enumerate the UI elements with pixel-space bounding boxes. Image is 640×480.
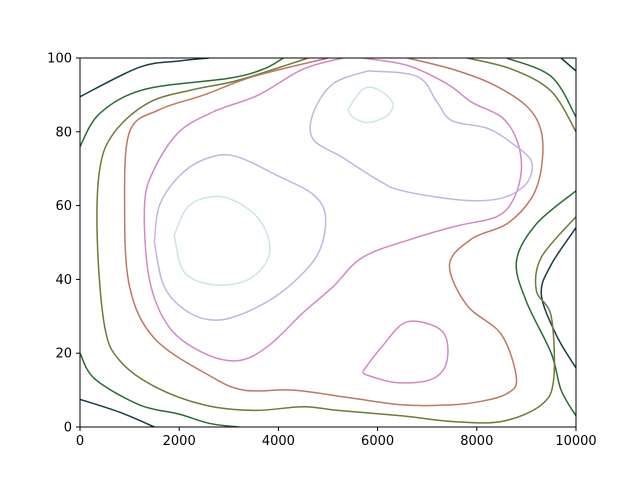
contour-line-level-6-1	[309, 70, 534, 202]
contour-line-level-2-1	[80, 58, 284, 147]
y-tick-label: 80	[55, 125, 72, 140]
contour-line-level-2-4	[515, 190, 576, 417]
contour-line-level-7-1	[173, 195, 271, 286]
x-tick-label: 6000	[361, 434, 394, 449]
contour-line-level-5-2	[362, 320, 449, 384]
y-tick-label: 60	[55, 199, 72, 214]
contour-line-level-5-1	[143, 58, 523, 362]
contour-line-level-7-2	[347, 86, 394, 124]
contour-line-level-3-1	[96, 58, 576, 424]
contour-line-level-2-2	[80, 352, 239, 427]
y-tick-label: 100	[47, 52, 72, 67]
y-tick-label: 40	[55, 273, 72, 288]
contour-line-level-3-2	[466, 58, 576, 133]
contour-line-level-1-4	[540, 227, 576, 369]
plot-area-frame	[79, 57, 577, 428]
x-axis: 0 2000 4000 6000 8000 10000	[76, 427, 597, 449]
contour-line-level-1-1	[80, 58, 210, 98]
x-tick-label: 8000	[460, 434, 493, 449]
x-tick-label: 4000	[262, 434, 295, 449]
contour-line-level-1-3	[560, 58, 576, 72]
y-tick-label: 20	[55, 347, 72, 362]
contour-lines	[80, 58, 576, 427]
x-tick-label: 10000	[555, 434, 596, 449]
x-tick-label: 0	[76, 434, 84, 449]
y-axis: 0 20 40 60 80 100	[47, 52, 80, 436]
contour-line-level-2-3	[506, 58, 576, 118]
x-tick-label: 2000	[163, 434, 196, 449]
y-tick-label: 0	[64, 421, 72, 436]
contour-line-level-4-1	[123, 58, 544, 407]
contour-line-level-1-2	[80, 398, 155, 427]
contour-line-level-6-2	[153, 153, 327, 321]
